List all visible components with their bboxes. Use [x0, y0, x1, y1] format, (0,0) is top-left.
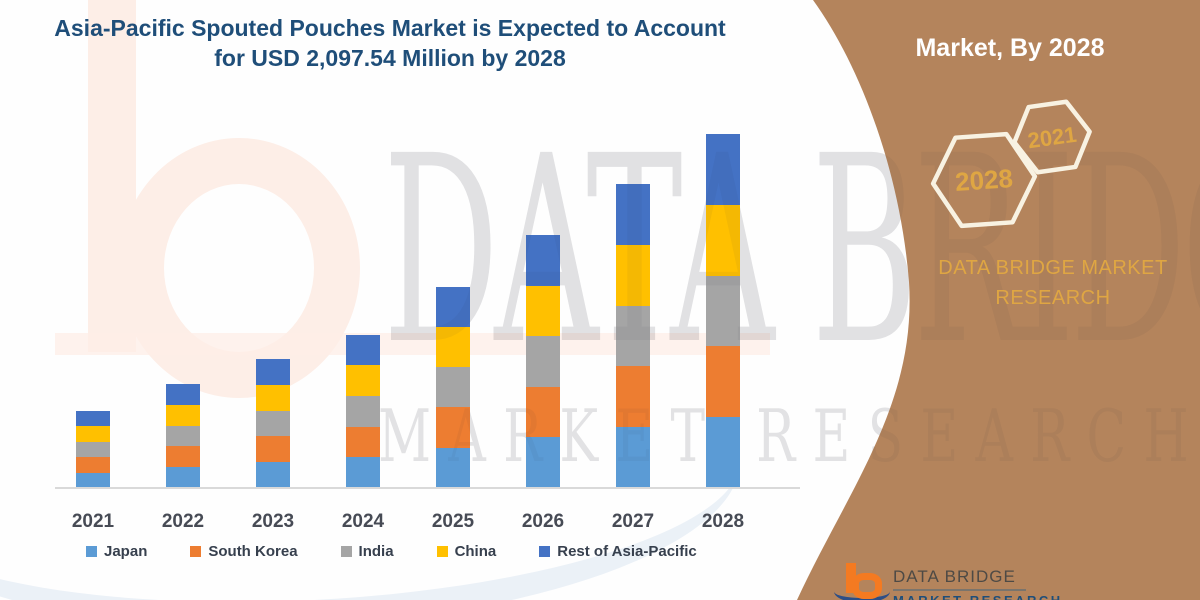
- legend-swatch-india: [340, 546, 352, 557]
- bar-segment-south-korea-2024: [346, 426, 380, 458]
- bar-segment-rest-of-asia-pacific-2025: [436, 286, 470, 327]
- x-axis-label-2022: 2022: [161, 511, 205, 532]
- footer-logo-name: DATA BRIDGE: [893, 567, 1016, 586]
- bar-segment-china-2025: [436, 326, 470, 368]
- bar-segment-japan-2026: [526, 437, 560, 488]
- chart-title-line2: for USD 2,097.54 Million by 2028: [214, 45, 566, 71]
- bar-2025: [436, 286, 470, 488]
- bar-segment-china-2028: [706, 204, 740, 276]
- legend-swatch-japan: [86, 546, 97, 557]
- bar-2028: [706, 134, 740, 488]
- bar-segment-japan-2025: [436, 447, 470, 488]
- bar-segment-rest-of-asia-pacific-2021: [76, 411, 110, 427]
- bar-segment-china-2023: [256, 384, 290, 411]
- bar-segment-india-2025: [436, 367, 470, 408]
- legend-label-india: India: [358, 543, 394, 560]
- x-axis-label-2026: 2026: [521, 511, 565, 532]
- legend-label-rest-of-asia-pacific: Rest of Asia-Pacific: [557, 543, 697, 560]
- bar-segment-rest-of-asia-pacific-2028: [706, 134, 740, 205]
- chart-title-line1: Asia-Pacific Spouted Pouches Market is E…: [54, 15, 726, 41]
- bar-segment-india-2028: [706, 275, 740, 347]
- bar-2026: [526, 235, 560, 488]
- bar-segment-india-2021: [76, 441, 110, 458]
- bar-segment-japan-2028: [706, 417, 740, 488]
- bar-segment-south-korea-2026: [526, 386, 560, 438]
- bar-segment-japan-2027: [616, 427, 650, 488]
- bar-segment-south-korea-2023: [256, 436, 290, 463]
- footer-logo-rule: [893, 589, 1026, 591]
- bar-segment-india-2022: [166, 425, 200, 447]
- bar-segment-rest-of-asia-pacific-2026: [526, 235, 560, 286]
- x-axis-label-2024: 2024: [341, 511, 385, 532]
- bar-segment-china-2027: [616, 244, 650, 306]
- bar-segment-rest-of-asia-pacific-2027: [616, 184, 650, 245]
- legend-label-south-korea: South Korea: [208, 543, 298, 560]
- bar-segment-south-korea-2022: [166, 446, 200, 468]
- legend-item-china: China: [436, 543, 497, 560]
- bar-2027: [616, 184, 650, 488]
- x-axis-label-2027: 2027: [611, 511, 655, 532]
- bar-segment-south-korea-2021: [76, 457, 110, 473]
- bar-segment-japan-2024: [346, 457, 380, 488]
- x-axis-label-2023: 2023: [251, 511, 295, 532]
- bar-2023: [256, 359, 290, 488]
- bar-segment-china-2022: [166, 404, 200, 426]
- footer-logo: DATA BRIDGE MARKET RESEARCH: [834, 560, 1076, 600]
- bar-segment-japan-2021: [76, 472, 110, 488]
- bar-segment-india-2024: [346, 395, 380, 427]
- bar-segment-japan-2023: [256, 462, 290, 488]
- bar-2021: [76, 411, 110, 488]
- bar-segment-rest-of-asia-pacific-2023: [256, 359, 290, 385]
- x-axis-label-2025: 2025: [431, 511, 475, 532]
- chart-title: Asia-Pacific Spouted Pouches Market is E…: [0, 13, 780, 73]
- legend-item-japan: Japan: [86, 543, 147, 560]
- legend-item-rest-of-asia-pacific: Rest of Asia-Pacific: [539, 543, 697, 560]
- legend-swatch-south-korea: [190, 546, 202, 557]
- bar-segment-japan-2022: [166, 467, 200, 488]
- bar-segment-china-2021: [76, 426, 110, 442]
- legend-item-south-korea: South Korea: [190, 543, 298, 560]
- x-axis-line: [55, 487, 800, 489]
- legend-swatch-rest-of-asia-pacific: [539, 546, 551, 557]
- bar-segment-south-korea-2025: [436, 407, 470, 448]
- legend-item-india: India: [340, 543, 394, 560]
- bar-segment-india-2023: [256, 410, 290, 437]
- footer-logo-sub: MARKET RESEARCH: [893, 593, 1063, 600]
- legend-label-china: China: [454, 543, 497, 560]
- x-axis-label-2021: 2021: [71, 511, 115, 532]
- footer-logo-b-bowl-icon: [852, 573, 882, 599]
- legend-label-japan: Japan: [104, 543, 148, 560]
- bar-segment-india-2027: [616, 305, 650, 367]
- bar-segment-china-2026: [526, 285, 560, 337]
- bar-segment-south-korea-2027: [616, 366, 650, 428]
- bar-segment-rest-of-asia-pacific-2022: [166, 384, 200, 405]
- chart-legend: Japan South Korea India China Rest of Asia-P…: [86, 543, 697, 560]
- bar-segment-china-2024: [346, 365, 380, 396]
- bar-segment-india-2026: [526, 336, 560, 387]
- bar-2024: [346, 334, 380, 488]
- x-axis-label-2028: 2028: [701, 511, 745, 532]
- bar-segment-south-korea-2028: [706, 346, 740, 418]
- bar-2022: [166, 384, 200, 488]
- bar-segment-rest-of-asia-pacific-2024: [346, 334, 380, 366]
- legend-swatch-china: [436, 546, 448, 557]
